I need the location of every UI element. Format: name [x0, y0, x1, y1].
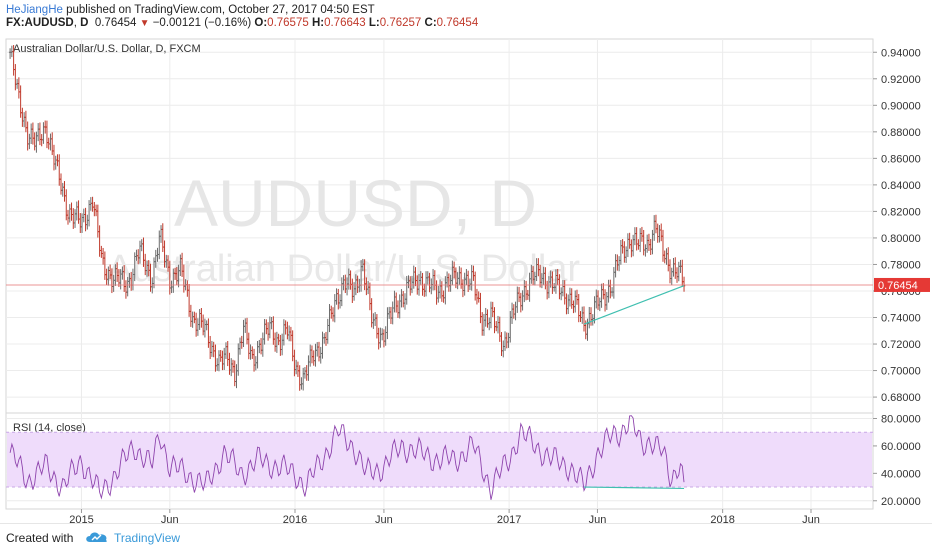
- price-pane[interactable]: [5, 38, 874, 414]
- time-axis-label: Jun: [589, 514, 607, 523]
- price-axis-label: 0.90000: [881, 100, 921, 112]
- rsi-pane-title: RSI (14, close): [13, 422, 86, 434]
- time-axis-label: 2018: [710, 514, 734, 523]
- rsi-trendline: [583, 486, 685, 490]
- watermark-symbol: AUDUSD, D: [174, 166, 537, 240]
- price-axis-label: 0.68000: [881, 392, 921, 404]
- change-value: −0.00121 (−0.16%): [152, 17, 252, 29]
- price-axis-label: 0.82000: [881, 206, 921, 218]
- rsi-line: [9, 415, 685, 500]
- price-axis-label: 0.80000: [881, 233, 921, 245]
- time-axis-label: 2015: [69, 514, 93, 523]
- price-axis-label: 0.94000: [881, 47, 921, 59]
- rsi-axis-label: 60.0000: [881, 441, 921, 453]
- tradingview-cloud-icon[interactable]: [84, 530, 110, 544]
- chart-area[interactable]: AUDUSD, D Australian Dollar/U.S. Dollar …: [0, 34, 932, 523]
- ohlc-low-label: L:: [368, 17, 380, 29]
- price-axis-label: 0.74000: [881, 313, 921, 325]
- ohlc-high-label: H:: [311, 17, 325, 29]
- down-arrow-icon: ▼: [139, 18, 150, 29]
- price-trendline: [583, 285, 685, 325]
- time-axis-label: 2016: [283, 514, 307, 523]
- last-price-tag-label: 0.76454: [878, 280, 918, 292]
- rsi-band-fill: [7, 432, 872, 488]
- published-text: published on TradingView.com, October 27…: [62, 4, 375, 16]
- chart-header: HeJiangHe published on TradingView.com, …: [0, 0, 932, 34]
- last-price-tag: [874, 277, 930, 292]
- time-axis-label: Jun: [161, 514, 179, 523]
- rsi-axis-label: 40.0000: [881, 468, 921, 480]
- time-axis-label: Jun: [375, 514, 393, 523]
- ohlc-close-label: C:: [424, 17, 437, 29]
- time-axis-label: Jun: [802, 514, 820, 523]
- tradingview-brand[interactable]: TradingView: [114, 531, 181, 545]
- ohlc-close-value: 0.76454: [436, 17, 479, 29]
- price-axis-label: 0.84000: [881, 180, 921, 192]
- ohlc-low-value: 0.76257: [379, 17, 422, 29]
- price-axis-label: 0.88000: [881, 127, 921, 139]
- rsi-band: [6, 431, 873, 488]
- created-with-label: Created with: [6, 531, 74, 545]
- symbol-label[interactable]: FX:AUDUSD: [6, 17, 74, 29]
- trendlines[interactable]: [583, 285, 685, 490]
- price-axis[interactable]: 0.94000 0.92000 0.90000 0.88000 0.86000 0.840…: [873, 47, 921, 404]
- footer: Created with TradingView: [0, 523, 932, 551]
- last-price: 0.76454: [94, 17, 137, 29]
- ohlc-open-label: O:: [254, 17, 268, 29]
- interval-label: D: [80, 17, 89, 29]
- price-axis-label: 0.72000: [881, 339, 921, 351]
- symbol-line: FX:AUDUSD, D 0.76454 ▼ −0.00121 (−0.16%)…: [6, 17, 479, 29]
- rsi-axis-label: 80.0000: [881, 413, 921, 425]
- price-axis-label: 0.78000: [881, 259, 921, 271]
- rsi-axis-label: 20.0000: [881, 496, 921, 508]
- ohlc-high-value: 0.76643: [324, 17, 366, 29]
- price-axis-label: 0.86000: [881, 153, 921, 165]
- rsi-axis[interactable]: 80.0000 60.0000 40.0000 20.0000: [873, 413, 921, 508]
- time-axis-label: 2017: [497, 514, 521, 523]
- rsi-series: [9, 415, 685, 500]
- price-pane-title: Australian Dollar/U.S. Dollar, D, FXCM: [13, 43, 201, 55]
- price-axis-label: 0.70000: [881, 366, 921, 378]
- price-bars: [8, 45, 686, 391]
- time-axis[interactable]: 2015 Jun 2016 Jun 2017 Jun 2018 Jun: [69, 509, 820, 523]
- price-axis-label: 0.92000: [881, 74, 921, 86]
- author-link[interactable]: HeJiangHe: [6, 4, 63, 16]
- ohlc-open-value: 0.76575: [267, 17, 309, 29]
- price-grid: [6, 39, 873, 413]
- publish-line: HeJiangHe published on TradingView.com, …: [6, 4, 375, 16]
